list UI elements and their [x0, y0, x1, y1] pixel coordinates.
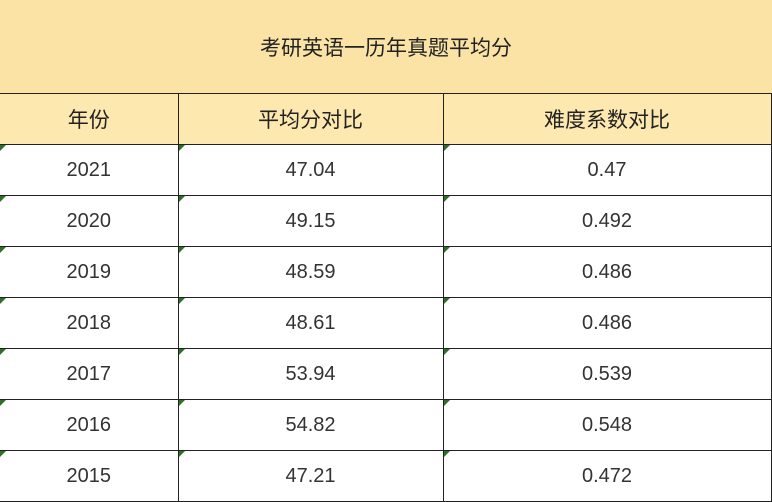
year-cell: 2016 — [0, 399, 179, 451]
year-cell: 2018 — [0, 297, 179, 349]
header-difficulty: 难度系数对比 — [442, 93, 772, 145]
average-score-cell: 49.15 — [177, 195, 444, 247]
header-year: 年份 — [0, 93, 179, 145]
year-cell: 2021 — [0, 144, 179, 196]
table-row: 2021 47.04 0.47 — [0, 144, 772, 196]
table-row: 2015 47.21 0.472 — [0, 450, 772, 502]
header-row: 年份 平均分对比 难度系数对比 — [0, 93, 772, 145]
year-cell: 2017 — [0, 348, 179, 400]
table-row: 2017 53.94 0.539 — [0, 348, 772, 400]
year-cell: 2015 — [0, 450, 179, 502]
table-row: 2019 48.59 0.486 — [0, 246, 772, 298]
difficulty-cell: 0.492 — [442, 195, 772, 247]
scores-table: 年份 平均分对比 难度系数对比 2021 47.04 0.47 2020 49.15 0.… — [0, 93, 772, 502]
difficulty-cell: 0.47 — [442, 144, 772, 196]
difficulty-cell: 0.548 — [442, 399, 772, 451]
difficulty-cell: 0.486 — [442, 297, 772, 349]
header-average-score: 平均分对比 — [177, 93, 444, 145]
year-cell: 2020 — [0, 195, 179, 247]
table-title: 考研英语一历年真题平均分 — [0, 0, 772, 94]
table-row: 2020 49.15 0.492 — [0, 195, 772, 247]
average-score-cell: 53.94 — [177, 348, 444, 400]
average-score-cell: 47.04 — [177, 144, 444, 196]
average-score-cell: 48.61 — [177, 297, 444, 349]
year-cell: 2019 — [0, 246, 179, 298]
average-score-cell: 48.59 — [177, 246, 444, 298]
difficulty-cell: 0.539 — [442, 348, 772, 400]
average-score-cell: 54.82 — [177, 399, 444, 451]
difficulty-cell: 0.472 — [442, 450, 772, 502]
difficulty-cell: 0.486 — [442, 246, 772, 298]
table-row: 2016 54.82 0.548 — [0, 399, 772, 451]
average-score-cell: 47.21 — [177, 450, 444, 502]
table-row: 2018 48.61 0.486 — [0, 297, 772, 349]
